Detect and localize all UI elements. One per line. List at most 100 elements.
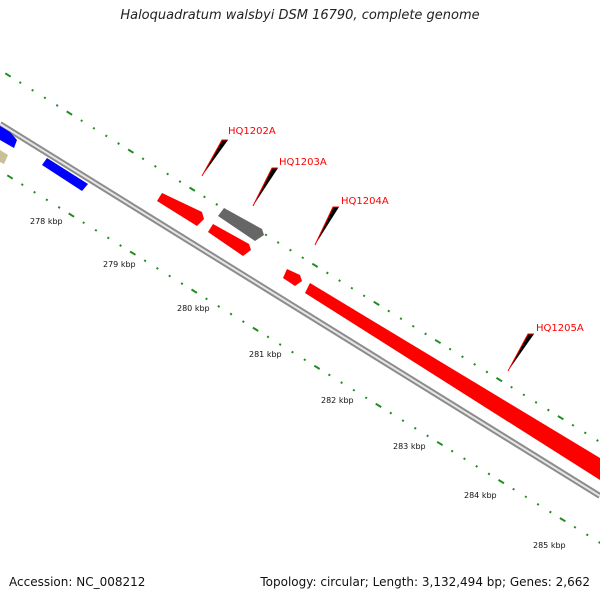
reverse-gene-arrow[interactable] — [0, 126, 17, 148]
minor-tick — [573, 525, 577, 529]
minor-tick — [303, 358, 307, 362]
major-tick — [375, 402, 382, 408]
major-tick — [129, 250, 137, 256]
major-tick — [436, 440, 444, 447]
major-tick — [559, 517, 566, 523]
minor-tick — [141, 157, 145, 161]
minor-tick — [534, 401, 538, 404]
minor-tick — [461, 355, 464, 359]
minor-tick — [389, 411, 393, 415]
major-tick — [188, 186, 196, 192]
minor-tick — [289, 248, 292, 252]
minor-tick — [31, 88, 34, 92]
minor-tick — [33, 190, 36, 194]
minor-tick — [241, 320, 245, 324]
minor-tick — [596, 439, 599, 442]
minor-tick — [205, 297, 208, 301]
minor-tick — [217, 305, 221, 308]
minor-tick — [301, 256, 305, 260]
reverse-gene-arrow[interactable] — [42, 158, 88, 191]
minor-tick — [104, 134, 108, 138]
minor-tick — [180, 282, 184, 285]
major-tick — [190, 288, 198, 294]
minor-tick — [94, 228, 98, 232]
minor-tick — [215, 203, 219, 206]
minor-tick — [571, 423, 575, 427]
minor-tick — [276, 241, 280, 244]
minor-tick — [411, 324, 415, 328]
minor-tick — [203, 195, 206, 199]
scale-label: 278 kbp — [30, 217, 63, 226]
minor-tick — [266, 335, 270, 339]
minor-tick — [546, 408, 550, 412]
minor-tick — [424, 332, 427, 336]
minor-tick — [82, 221, 86, 225]
scale-label: 284 kbp — [464, 491, 497, 500]
minor-tick — [264, 233, 268, 237]
gene-arrow-hq1203a[interactable] — [218, 208, 264, 241]
minor-tick — [106, 236, 110, 240]
major-tick — [313, 364, 321, 370]
minor-tick — [325, 271, 329, 275]
major-tick — [373, 300, 380, 306]
minor-tick — [166, 172, 170, 176]
minor-tick — [340, 381, 343, 384]
gene-label-hq1203a[interactable]: HQ1203A — [279, 157, 327, 168]
minor-tick — [413, 426, 417, 430]
gene-label-hq1204a[interactable]: HQ1204A — [341, 196, 389, 207]
scale-label: 280 kbp — [177, 304, 210, 313]
scale-label: 282 kbp — [321, 396, 354, 405]
minor-tick — [43, 96, 47, 100]
gene-features — [0, 126, 600, 480]
gene-arrow-hq1204a[interactable] — [283, 269, 302, 286]
accession-text: Accession: NC_008212 — [9, 575, 146, 589]
scale-label: 281 kbp — [249, 350, 282, 359]
minor-tick — [512, 487, 515, 491]
minor-tick — [548, 510, 552, 514]
gene-label-hq1202a[interactable]: HQ1202A — [228, 126, 276, 137]
minor-tick — [18, 81, 22, 84]
minor-tick — [598, 541, 600, 544]
major-tick — [557, 415, 564, 421]
minor-tick — [585, 533, 589, 537]
scale-label: 279 kbp — [103, 260, 136, 269]
major-tick — [252, 326, 259, 332]
minor-tick — [487, 472, 491, 476]
scale-labels: 278 kbp 279 kbp 280 kbp 281 kbp 282 kbp … — [30, 217, 566, 550]
minor-tick — [291, 350, 294, 354]
outer-tick-row — [4, 72, 599, 442]
gene-label-lines — [201, 139, 534, 372]
minor-tick — [583, 431, 587, 435]
minor-tick — [45, 198, 49, 202]
minor-tick — [117, 142, 120, 145]
minor-tick — [155, 266, 159, 270]
minor-tick — [338, 279, 341, 282]
gene-arrow-hq1205a[interactable] — [305, 283, 600, 480]
gene-label-hq1205a[interactable]: HQ1205A — [536, 323, 584, 334]
minor-tick — [80, 119, 84, 123]
major-tick — [434, 338, 442, 345]
map-title: Haloquadratum walsbyi DSM 16790, complet… — [120, 8, 480, 23]
minor-tick — [20, 183, 24, 186]
major-tick — [495, 377, 503, 383]
minor-tick — [119, 244, 122, 247]
minor-tick — [473, 362, 477, 366]
minor-tick — [536, 503, 540, 506]
minor-tick — [327, 373, 331, 377]
minor-tick — [168, 274, 172, 278]
minor-tick — [485, 370, 489, 374]
major-tick — [66, 110, 73, 116]
gene-arrow[interactable] — [208, 224, 251, 256]
scale-label: 285 kbp — [533, 541, 566, 550]
major-tick — [68, 212, 75, 218]
minor-tick — [399, 317, 403, 321]
gene-arrow-hq1202a[interactable] — [157, 193, 204, 226]
minor-tick — [350, 286, 354, 290]
major-tick — [497, 479, 505, 485]
minor-tick — [55, 104, 59, 107]
khaki-gene-arrow[interactable] — [0, 150, 8, 164]
minor-tick — [362, 294, 366, 298]
gene-labels: HQ1202A HQ1203A HQ1204A HQ1205A — [228, 126, 584, 334]
minor-tick — [475, 464, 479, 468]
